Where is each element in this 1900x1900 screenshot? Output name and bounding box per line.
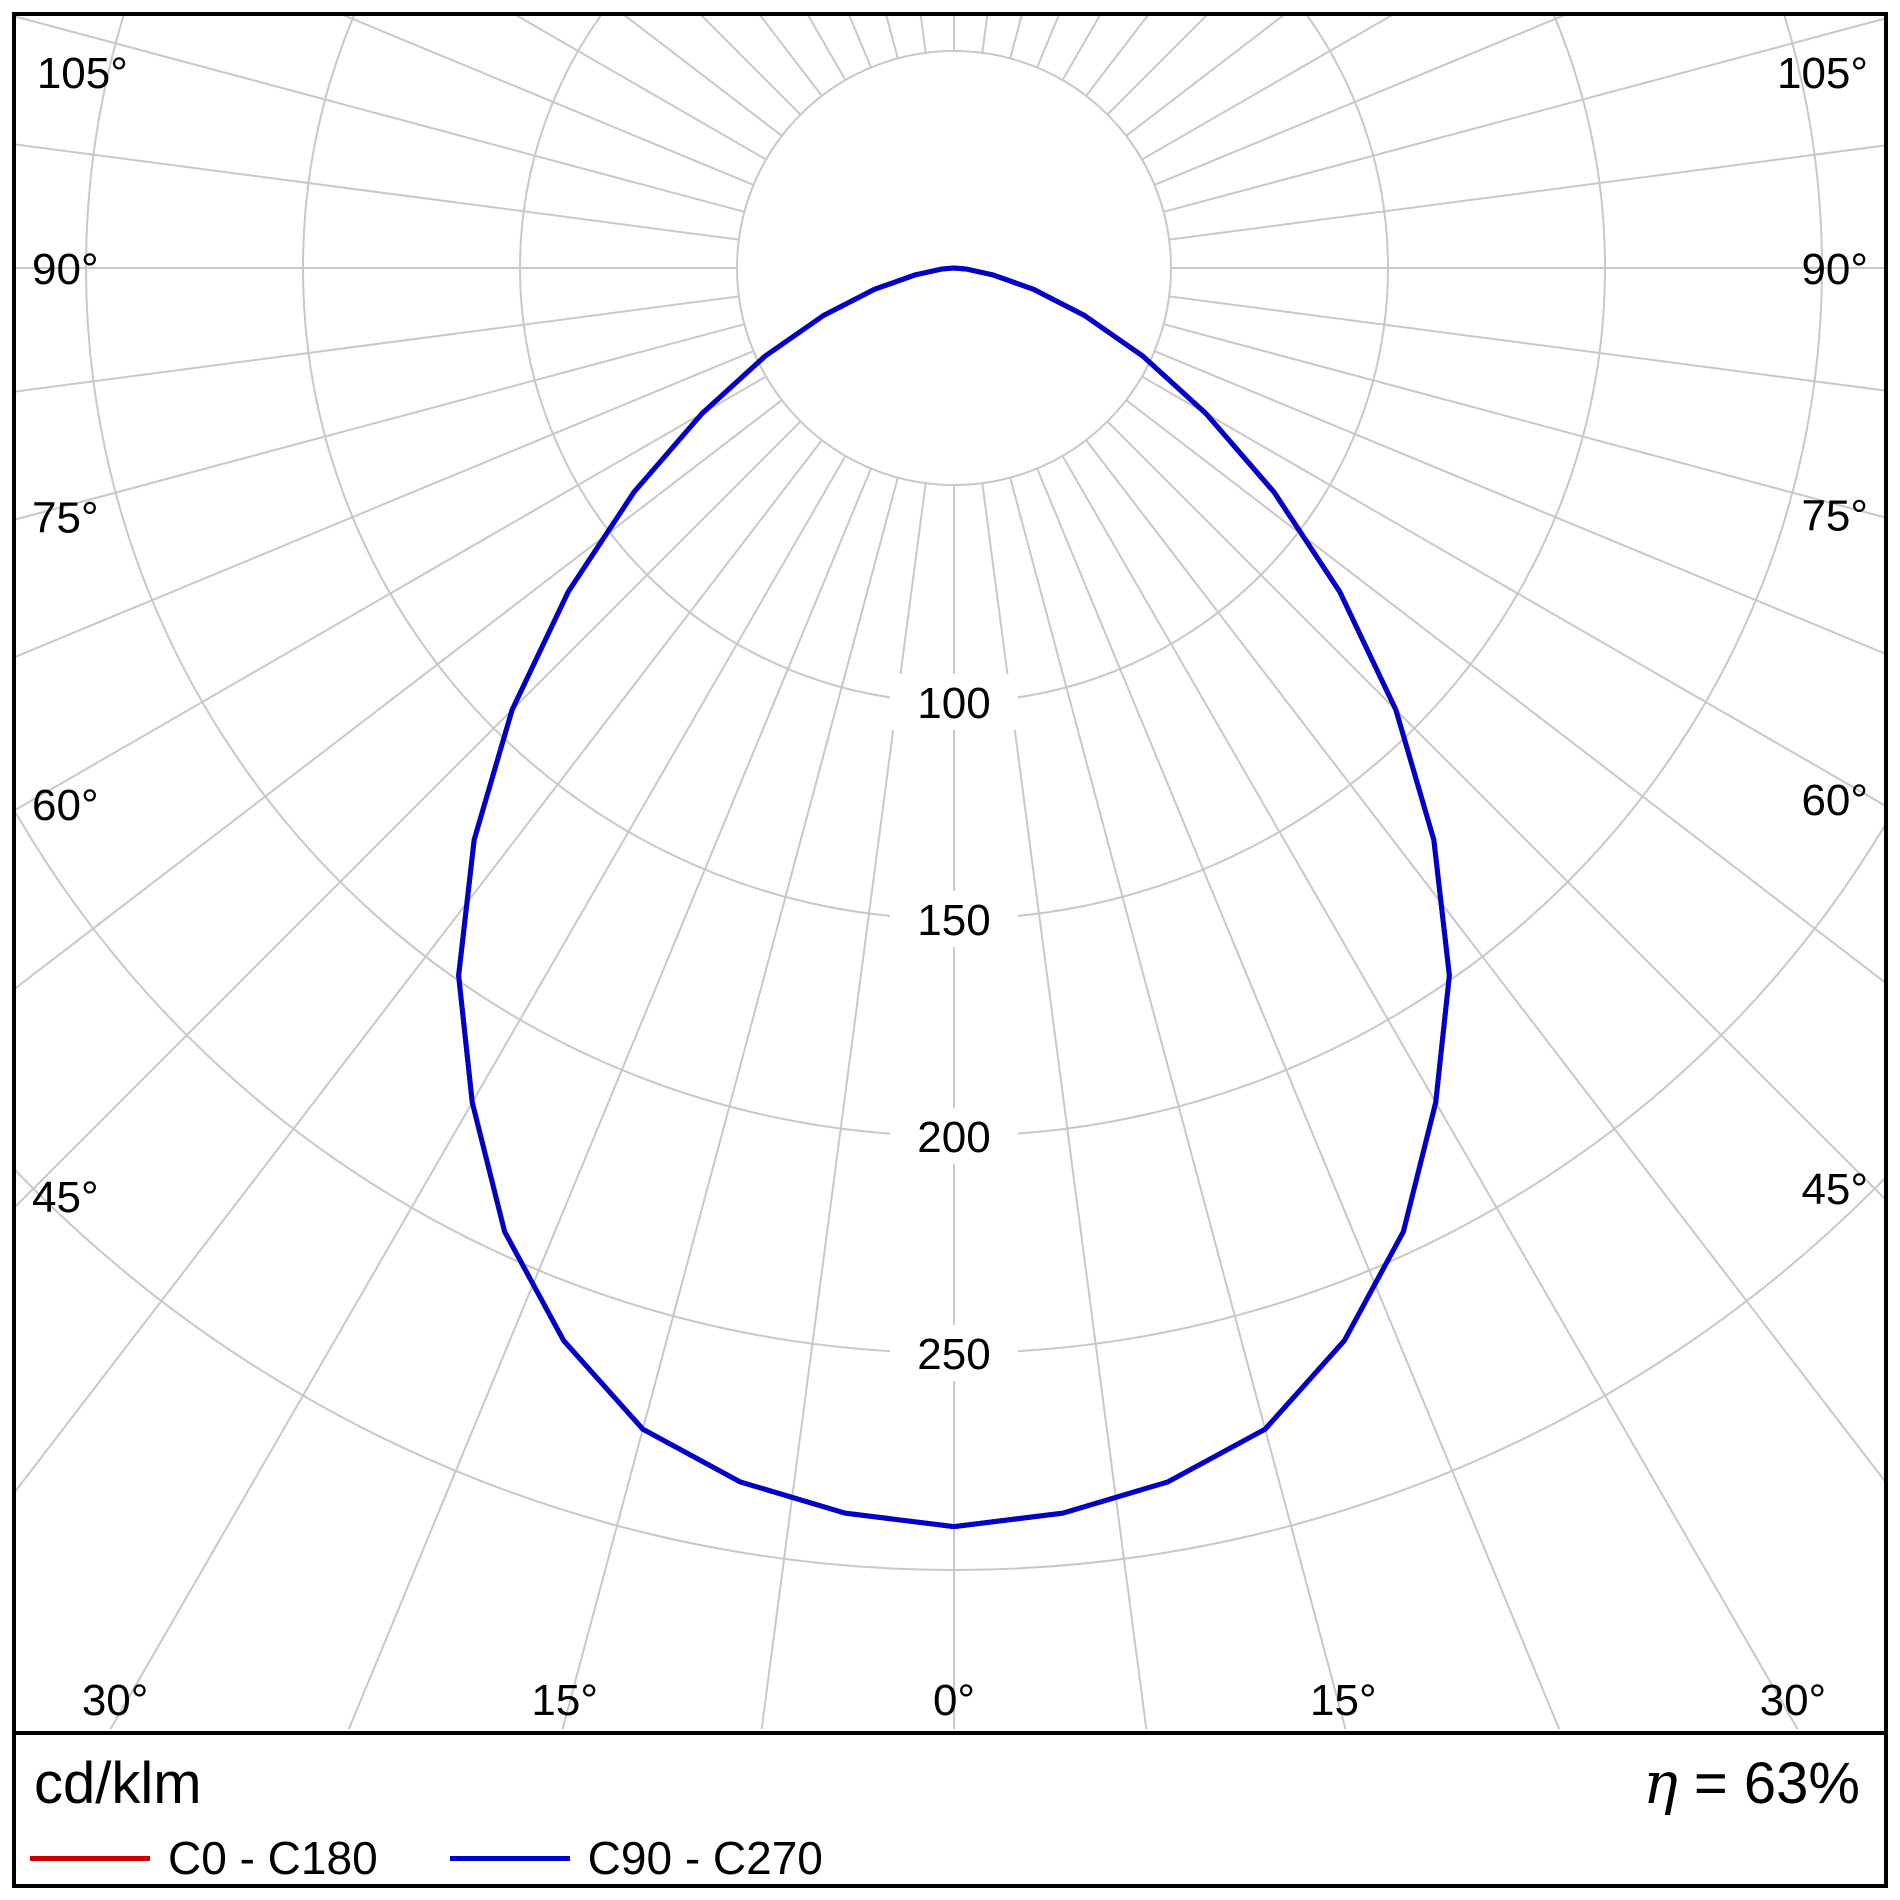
svg-text:15°: 15° <box>1310 1676 1377 1725</box>
svg-text:105°: 105° <box>37 49 128 98</box>
svg-text:150: 150 <box>917 896 990 945</box>
svg-text:30°: 30° <box>1760 1676 1827 1725</box>
svg-text:90°: 90° <box>32 245 99 294</box>
svg-text:60°: 60° <box>32 781 99 830</box>
svg-text:105°: 105° <box>1777 49 1868 98</box>
svg-text:200: 200 <box>917 1113 990 1162</box>
legend-label-c90-c270: C90 - C270 <box>587 1832 823 1884</box>
svg-text:0°: 0° <box>933 1676 975 1725</box>
svg-text:45°: 45° <box>1801 1165 1868 1214</box>
curve-c90-c270 <box>456 265 1452 1530</box>
svg-text:100: 100 <box>917 679 990 728</box>
radial-tick-labels: 100 150 200 250 <box>890 674 1018 1381</box>
efficiency-label: η = 63% <box>1643 1749 1860 1817</box>
outer-frame <box>12 12 1888 1888</box>
svg-text:90°: 90° <box>1801 245 1868 294</box>
angle-tick-labels: 0° 15° 15° 30° 30° 45° 45° 60° 60° 75° 75° 90° 90° 10… <box>32 49 1868 1725</box>
svg-text:30°: 30° <box>82 1676 149 1725</box>
svg-text:15°: 15° <box>531 1676 598 1725</box>
units-label: cd/klm <box>34 1751 202 1816</box>
svg-text:250: 250 <box>917 1330 990 1379</box>
svg-text:45°: 45° <box>32 1173 99 1222</box>
svg-text:60°: 60° <box>1801 776 1868 825</box>
svg-text:75°: 75° <box>1801 492 1868 541</box>
legend-label-c0-c180: C0 - C180 <box>168 1832 378 1884</box>
eta-value: = 63% <box>1677 1751 1860 1816</box>
chart-legend: C0 - C180 C90 - C270 <box>30 1830 895 1886</box>
legend-line-c0-c180 <box>30 1855 150 1861</box>
svg-text:75°: 75° <box>32 494 99 543</box>
legend-line-c90-c270 <box>449 1855 570 1861</box>
eta-symbol: η <box>1643 1749 1678 1817</box>
